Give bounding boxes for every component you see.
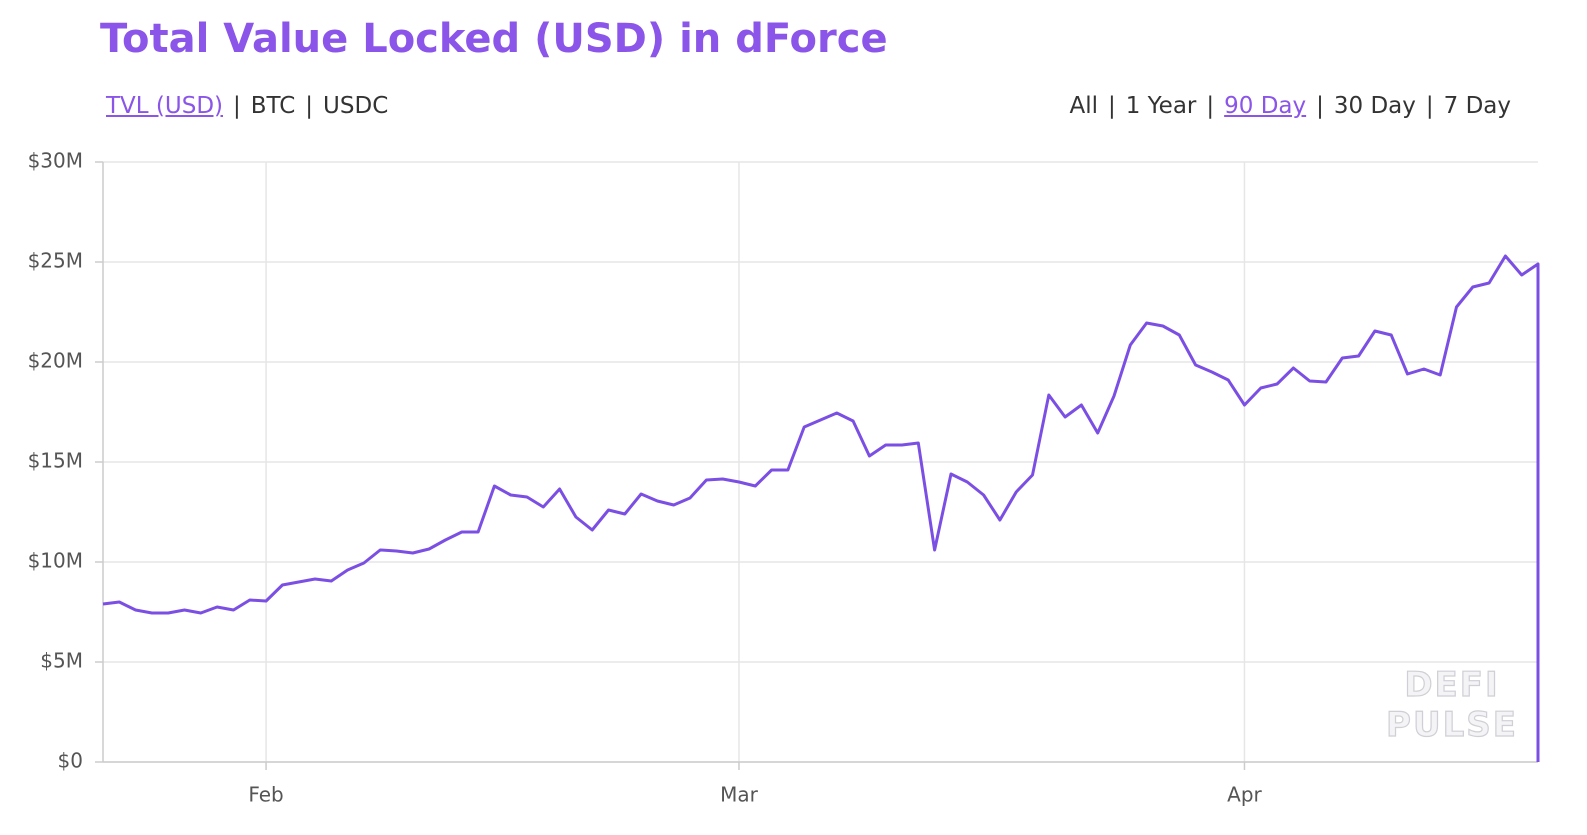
y-tick-label: $25M xyxy=(28,249,83,273)
range-tabs: All | 1 Year | 90 Day | 30 Day | 7 Day xyxy=(1069,93,1511,119)
tab[interactable]: 90 Day xyxy=(1224,93,1307,119)
tab-separator: | xyxy=(1425,93,1434,119)
chart-title: Total Value Locked (USD) in dForce xyxy=(100,16,888,62)
tab[interactable]: 1 Year xyxy=(1125,93,1197,119)
x-tick-label: Apr xyxy=(1227,783,1262,807)
y-tick-label: $10M xyxy=(28,549,83,573)
tab[interactable]: BTC xyxy=(250,93,296,119)
tab-separator: | xyxy=(1316,93,1324,119)
tvl-line xyxy=(102,254,1540,762)
tab-separator: | xyxy=(1107,93,1116,119)
tab-separator: | xyxy=(305,93,314,119)
tab[interactable]: 30 Day xyxy=(1333,93,1416,119)
tab-separator: | xyxy=(1206,93,1215,119)
y-tick-label: $20M xyxy=(28,349,83,373)
metric-tabs: TVL (USD) | BTC | USDC xyxy=(106,93,388,119)
tab-separator: | xyxy=(233,93,241,119)
tab[interactable]: TVL (USD) xyxy=(106,93,223,119)
y-tick-label: $0 xyxy=(58,749,83,773)
tab[interactable]: All xyxy=(1069,93,1098,119)
x-tick-label: Mar xyxy=(720,783,759,807)
y-tick-label: $5M xyxy=(40,649,83,673)
watermark: DEFI xyxy=(1404,665,1499,705)
watermark: PULSE xyxy=(1386,705,1518,745)
tab[interactable]: USDC xyxy=(323,93,389,119)
tab[interactable]: 7 Day xyxy=(1443,93,1511,119)
x-tick-label: Feb xyxy=(248,783,283,807)
y-tick-label: $15M xyxy=(28,449,83,473)
y-tick-label: $30M xyxy=(28,149,83,173)
